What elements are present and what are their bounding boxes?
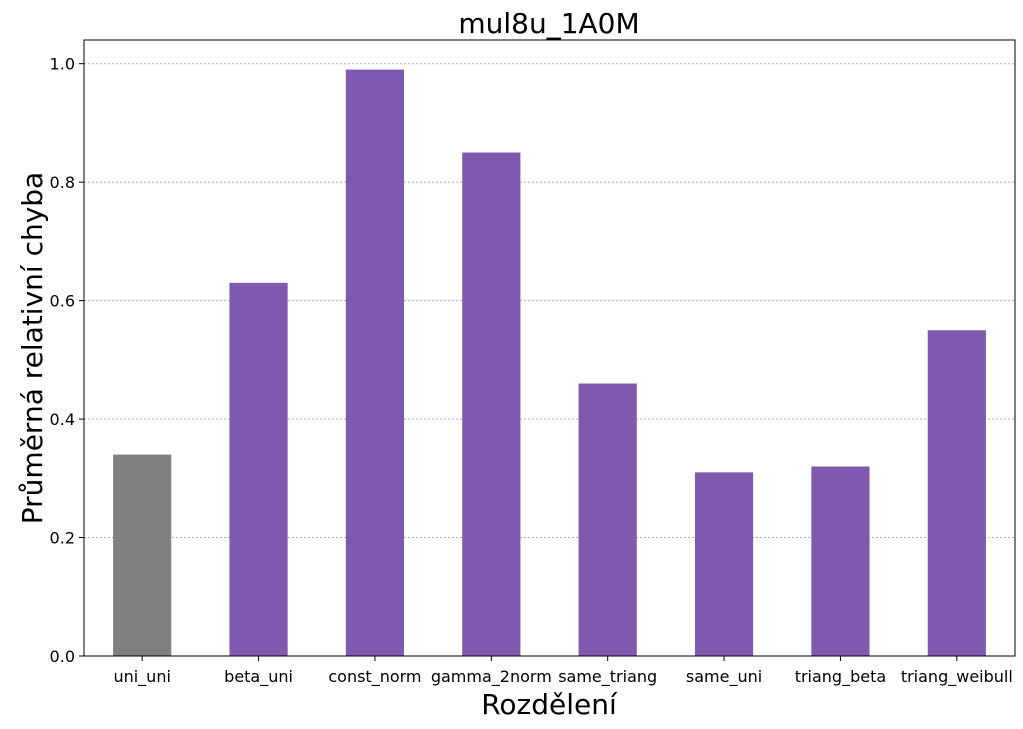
bar-triang-weibull <box>927 330 986 656</box>
y-axis-label: Průměrná relativní chyba <box>16 172 49 524</box>
x-tick-label: same_triang <box>558 667 657 687</box>
x-tick-label: triang_beta <box>795 667 886 687</box>
plot-area-frame <box>83 39 1016 657</box>
x-tick-label: triang_weibull <box>901 667 1013 687</box>
x-tick-label: const_norm <box>328 667 421 687</box>
y-axis-ticks: 0.0 0.2 0.4 0.6 0.8 1.0 <box>50 55 84 666</box>
x-axis-label: Rozdělení <box>481 688 618 721</box>
bar-const-norm <box>345 69 405 657</box>
x-axis-ticks: uni_uni beta_uni const_norm gamma_2norm same… <box>113 656 1013 687</box>
bar-uni-uni <box>113 454 172 656</box>
bar-same-uni <box>694 472 754 656</box>
bar-triang-beta <box>811 466 870 656</box>
x-tick-label: same_uni <box>686 667 762 687</box>
gridlines <box>84 63 1015 657</box>
y-tick-label: 0.6 <box>50 292 75 311</box>
y-tick-label: 0.2 <box>50 529 75 548</box>
bars <box>113 69 986 657</box>
y-tick-label: 0.0 <box>50 647 75 666</box>
bar-beta-uni <box>229 282 288 656</box>
x-tick-label: gamma_2norm <box>431 667 552 687</box>
x-tick-label: uni_uni <box>113 667 170 687</box>
bar-same-triang <box>578 383 637 656</box>
chart-title: mul8u_1A0M <box>458 7 639 40</box>
bar-gamma-2norm <box>462 152 521 657</box>
y-tick-label: 0.8 <box>50 173 75 192</box>
y-tick-label: 0.4 <box>50 410 75 429</box>
x-tick-label: beta_uni <box>224 667 293 687</box>
y-tick-label: 1.0 <box>50 55 75 74</box>
